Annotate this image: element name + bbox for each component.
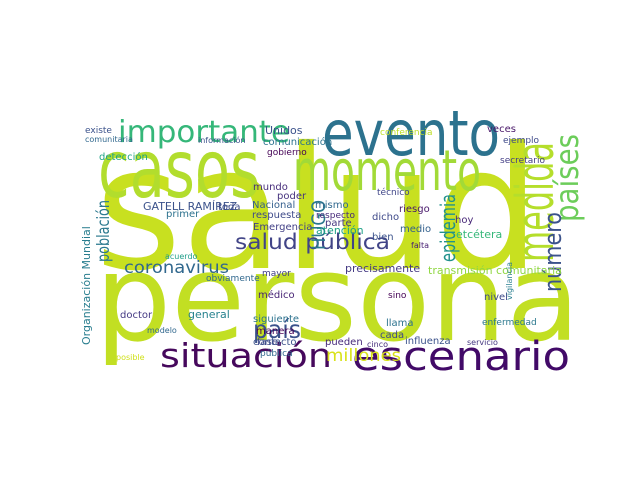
word: atención — [316, 224, 364, 237]
word: existe — [85, 126, 112, 136]
word: pueden — [325, 337, 363, 348]
word: enfermedad — [482, 318, 537, 328]
word: obviamente — [206, 274, 260, 284]
word: riesgo — [399, 204, 430, 215]
word: Unidos — [265, 124, 303, 137]
word: toda — [218, 202, 241, 213]
word: etcétera — [456, 228, 502, 241]
word: ejemplo — [503, 136, 540, 146]
word: casos — [98, 123, 260, 216]
word: cinco — [367, 340, 388, 349]
word: contacto — [253, 337, 297, 348]
word: doctor — [120, 310, 153, 321]
word: salud — [95, 111, 540, 309]
word: acuerdo — [165, 252, 198, 261]
word: hoy — [455, 215, 473, 226]
word: primer — [166, 209, 200, 220]
word: Nacional — [252, 200, 295, 211]
word: llama — [386, 318, 414, 329]
word: evento — [322, 97, 500, 170]
word: falta — [411, 241, 429, 250]
word: vigilancia — [505, 262, 514, 300]
word: general — [188, 308, 230, 321]
word: importante — [118, 115, 290, 150]
word: países — [548, 134, 586, 222]
word: precisamente — [345, 262, 420, 275]
word: técnico — [377, 187, 410, 198]
word: Emergencia — [253, 222, 312, 233]
word: respecto — [316, 211, 355, 221]
word: posible — [116, 353, 145, 362]
word: medio — [400, 224, 431, 235]
word: coronavirus — [124, 258, 229, 278]
word: modelo — [147, 326, 177, 335]
word: manera — [256, 326, 295, 337]
word: Organización Mundial — [80, 226, 93, 345]
word: detección — [99, 151, 148, 163]
word: respuesta — [252, 210, 301, 221]
word: poder — [277, 191, 307, 202]
word: secretario — [500, 156, 545, 166]
word: fase — [257, 337, 278, 348]
word: veces — [487, 124, 516, 135]
word: población — [94, 200, 114, 262]
word: nivel — [484, 292, 508, 303]
word: transmisión comunitaria — [428, 264, 562, 277]
word: siguiente — [253, 314, 299, 325]
word: comunicación — [263, 136, 332, 148]
word: mundo — [253, 182, 288, 193]
word: persona — [95, 230, 580, 369]
word: dicho — [372, 212, 399, 223]
word: número — [539, 212, 567, 292]
word: comunitaria — [85, 135, 133, 144]
word: situación — [160, 336, 332, 375]
word: salud pública — [235, 230, 390, 254]
word: HUGO — [308, 200, 330, 250]
word: parte — [325, 218, 352, 229]
word: bien — [372, 232, 394, 243]
word: influenza — [405, 336, 451, 347]
word: médico — [258, 289, 295, 301]
word: pública — [260, 349, 293, 359]
word: medida — [506, 142, 566, 262]
word: país — [253, 315, 301, 344]
word: GATELL RAMÍREZ — [143, 200, 238, 213]
word: sino — [388, 291, 407, 301]
word: mayor — [262, 269, 291, 279]
word: conferencia — [380, 128, 433, 138]
word: millones — [326, 346, 401, 366]
word: epidemia — [436, 194, 460, 262]
word: servicio — [467, 338, 498, 347]
word: momento — [293, 139, 481, 204]
word: gobierno — [267, 148, 307, 158]
word: escenario — [352, 334, 570, 380]
word: mismo — [315, 200, 349, 211]
word: información — [198, 135, 245, 145]
word: cada — [380, 330, 404, 341]
